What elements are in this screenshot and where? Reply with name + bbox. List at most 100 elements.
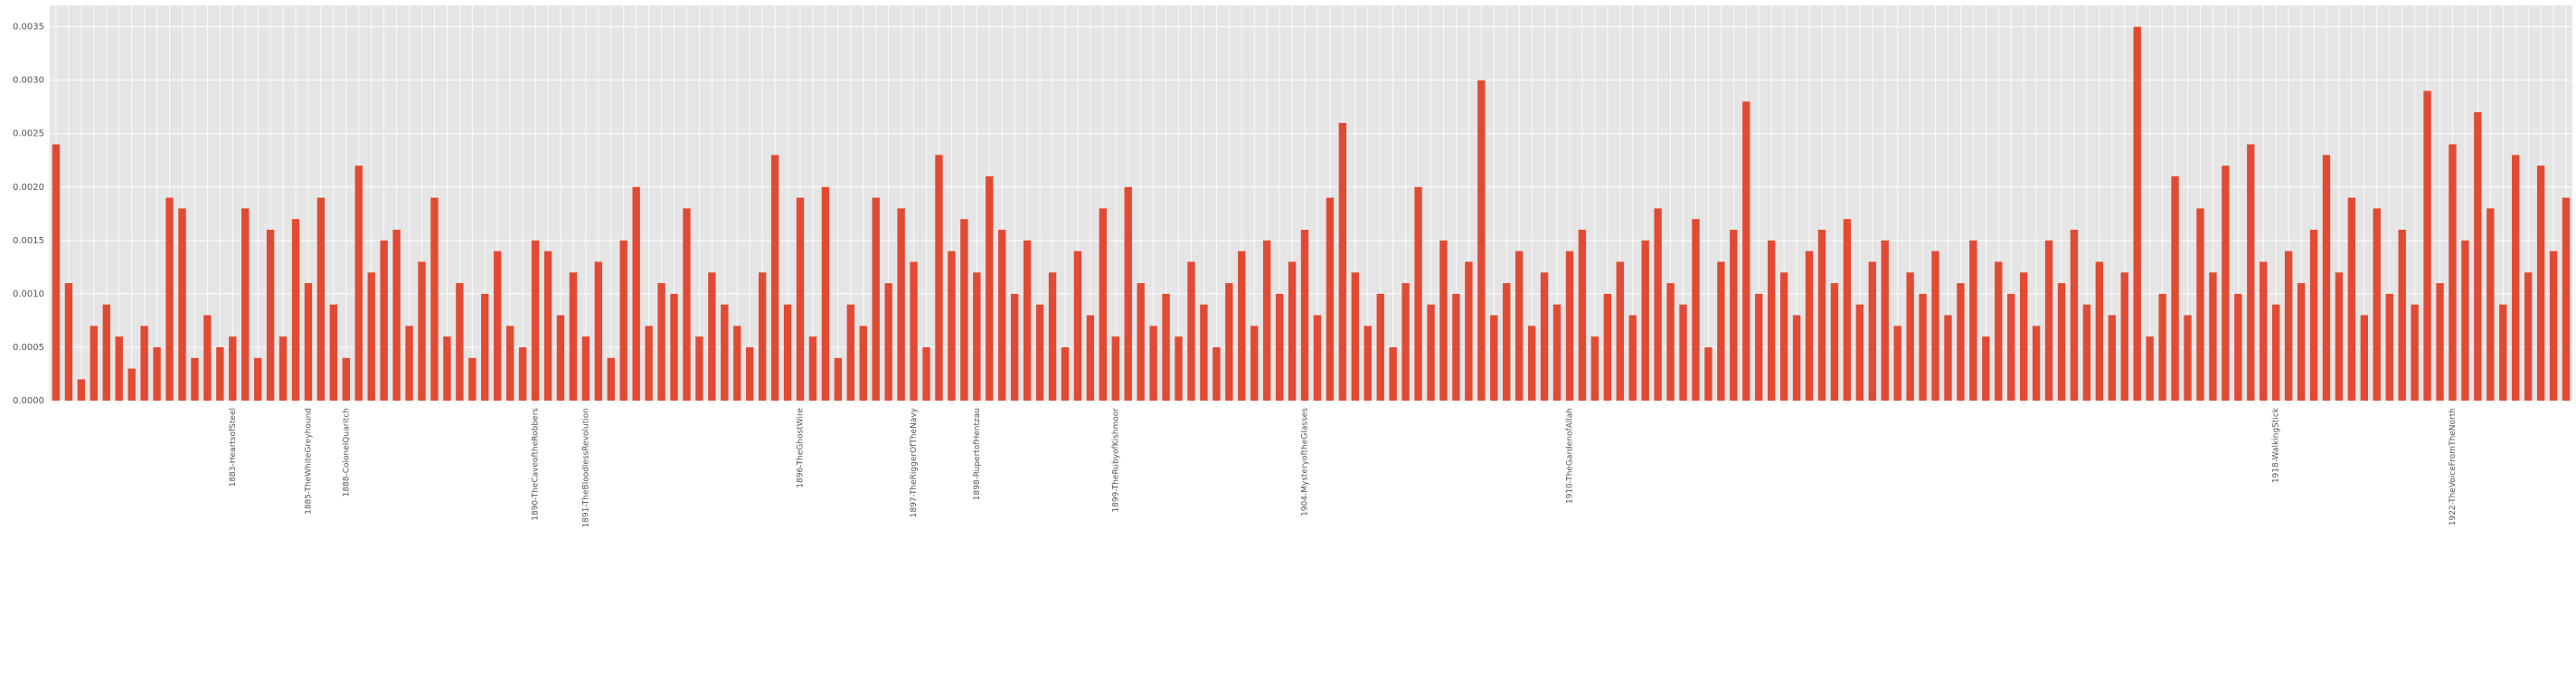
bar — [1730, 230, 1738, 401]
bar — [2196, 208, 2204, 401]
bar — [1503, 283, 1511, 401]
bar — [2234, 293, 2242, 401]
bar — [1351, 272, 1360, 401]
bar — [758, 272, 767, 401]
bar — [783, 304, 792, 401]
bar — [645, 326, 653, 401]
bar — [1288, 261, 1297, 401]
bar — [418, 261, 426, 401]
x-tick-label: 1899-TheRubyofKishmoor — [1111, 408, 1120, 513]
bar — [2222, 166, 2230, 401]
bar — [1944, 315, 1952, 401]
bar — [2385, 293, 2393, 401]
bar — [1817, 230, 1826, 401]
bar — [1527, 326, 1536, 401]
bar — [241, 208, 250, 401]
bar — [1326, 197, 1335, 401]
bar — [1805, 251, 1814, 401]
bar — [2260, 261, 2268, 401]
bar — [1275, 293, 1284, 401]
bar — [443, 336, 451, 401]
bar — [2095, 261, 2104, 401]
x-tick-label: 1898-RupertofHentzau — [973, 408, 982, 500]
bar — [619, 240, 627, 401]
bar — [1061, 346, 1070, 401]
bar — [1262, 240, 1271, 401]
bar — [695, 336, 703, 401]
bar — [543, 251, 552, 401]
bar — [253, 357, 262, 401]
bar — [2499, 304, 2507, 401]
bar — [203, 315, 212, 401]
bar — [115, 336, 123, 401]
bar — [2486, 208, 2495, 401]
bar — [1982, 336, 1990, 401]
bar — [657, 283, 665, 401]
bar — [986, 175, 994, 401]
bar — [2108, 315, 2117, 401]
bar — [1654, 208, 1662, 401]
y-tick-label: 0.0030 — [13, 76, 44, 86]
bar — [329, 304, 338, 401]
bar — [556, 315, 565, 401]
bar — [1137, 283, 1145, 401]
bar — [1957, 283, 1965, 401]
bar — [127, 368, 136, 401]
bar — [518, 346, 527, 401]
bar — [2297, 283, 2306, 401]
bar — [1035, 304, 1044, 401]
bar — [178, 208, 186, 401]
bar — [884, 283, 892, 401]
bar — [2536, 166, 2545, 401]
bar — [2120, 272, 2128, 401]
bar — [191, 357, 199, 401]
bar — [1893, 326, 1901, 401]
bar — [859, 326, 867, 401]
bar — [1023, 240, 1032, 401]
bar — [494, 251, 502, 401]
bar — [1401, 283, 1410, 401]
bar — [64, 283, 73, 401]
bar — [278, 336, 288, 401]
bar — [1868, 261, 1876, 401]
x-tick-label: 1888-ColonelQuaritch — [342, 408, 351, 497]
bar — [430, 197, 439, 401]
bar — [2184, 315, 2192, 401]
y-tick-label: 0.0015 — [13, 236, 44, 246]
bar — [1540, 272, 1549, 401]
bar — [2360, 315, 2369, 401]
bar — [770, 155, 779, 401]
y-tick-label: 0.0025 — [13, 129, 44, 139]
bar — [354, 166, 363, 401]
bar — [216, 346, 224, 401]
x-tick-label: 1891-TheBloodlessRevolution — [581, 408, 590, 528]
bar — [2411, 304, 2419, 401]
bar — [1514, 251, 1524, 401]
bar — [367, 272, 375, 401]
bar — [2247, 144, 2255, 402]
bar — [2171, 175, 2179, 401]
x-tick-label: 1885-TheWhiteGreyhound — [304, 408, 313, 515]
bar — [1363, 326, 1372, 401]
bar — [960, 219, 968, 401]
bar — [380, 240, 388, 401]
bar — [1010, 293, 1019, 401]
bar — [2284, 251, 2293, 401]
bar — [1048, 272, 1057, 401]
bar — [1843, 219, 1852, 401]
bar — [1666, 283, 1675, 401]
x-tick-label: 1897-TheRiggerOfTheNavy — [910, 407, 919, 517]
bar — [733, 326, 741, 401]
bar — [2032, 326, 2041, 401]
bar — [1338, 122, 1347, 401]
bar — [2449, 144, 2457, 402]
bar — [392, 230, 401, 401]
bar — [1565, 251, 1574, 401]
bar — [2549, 251, 2558, 401]
y-tick-label: 0.0000 — [13, 396, 44, 406]
bar — [1779, 272, 1788, 401]
bar — [102, 304, 110, 401]
bar — [2044, 240, 2053, 401]
bar — [2562, 197, 2571, 401]
bar — [607, 357, 615, 401]
